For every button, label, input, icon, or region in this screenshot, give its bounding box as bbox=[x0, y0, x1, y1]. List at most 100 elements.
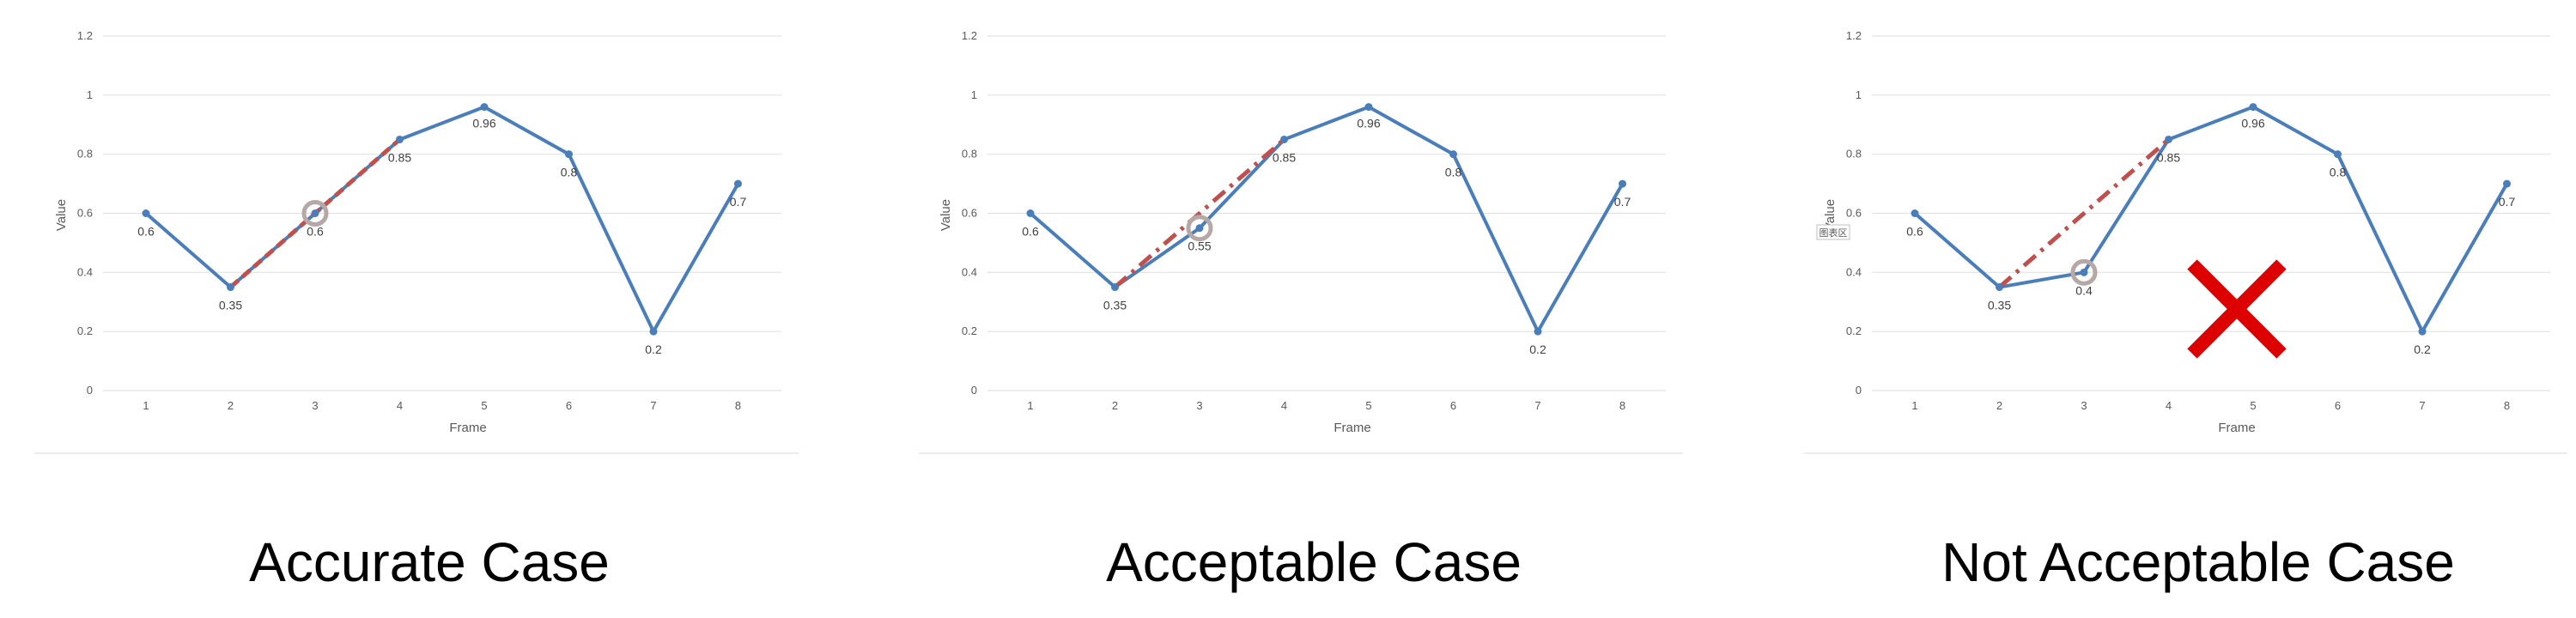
data-point bbox=[1280, 135, 1288, 143]
y-tick-label: 0.4 bbox=[1846, 265, 1862, 278]
data-label: 0.7 bbox=[2499, 195, 2516, 209]
data-label: 0.96 bbox=[472, 117, 495, 130]
x-tick-label: 6 bbox=[2335, 399, 2341, 412]
chart-caption: Accurate Case bbox=[249, 531, 610, 593]
data-point bbox=[734, 179, 742, 188]
y-tick-label: 0.4 bbox=[77, 265, 93, 278]
x-tick-label: 7 bbox=[2419, 399, 2425, 412]
data-label: 0.8 bbox=[561, 166, 578, 179]
data-point bbox=[565, 150, 573, 159]
data-point bbox=[1364, 103, 1373, 112]
data-point bbox=[1996, 283, 2003, 292]
data-point bbox=[649, 327, 658, 336]
data-label: 0.55 bbox=[1188, 239, 1211, 253]
data-label: 0.35 bbox=[1988, 299, 2011, 312]
y-tick-label: 0 bbox=[1856, 384, 1862, 397]
y-tick-label: 0 bbox=[87, 384, 93, 397]
data-label: 0.35 bbox=[219, 299, 242, 312]
data-point bbox=[2418, 327, 2427, 336]
y-tick-label: 0.2 bbox=[962, 324, 977, 337]
data-label: 0.96 bbox=[1357, 117, 1380, 130]
data-line bbox=[1029, 105, 1625, 334]
data-point bbox=[2249, 103, 2257, 112]
x-tick-label: 1 bbox=[143, 399, 149, 412]
y-tick-label: 0.2 bbox=[77, 324, 93, 337]
highlight-ring bbox=[2070, 258, 2098, 286]
data-point bbox=[2503, 179, 2511, 188]
data-point bbox=[1619, 179, 1626, 188]
data-point bbox=[227, 283, 234, 292]
y-tick-label: 1.2 bbox=[1846, 29, 1862, 42]
y-tick-label: 0.6 bbox=[77, 207, 93, 220]
data-label: 0.7 bbox=[730, 195, 747, 209]
data-label: 0.4 bbox=[2075, 283, 2093, 297]
data-label: 0.6 bbox=[307, 225, 324, 239]
x-tick-label: 3 bbox=[1196, 399, 1202, 412]
reference-line bbox=[1997, 137, 2171, 289]
y-tick-label: 0.8 bbox=[77, 148, 93, 161]
y-tick-label: 0.4 bbox=[962, 265, 977, 278]
highlight-ring bbox=[301, 200, 329, 227]
data-label: 0.35 bbox=[1103, 299, 1127, 312]
data-label: 0.85 bbox=[388, 150, 411, 164]
data-label: 0.2 bbox=[1529, 342, 1546, 356]
x-tick-label: 6 bbox=[566, 399, 572, 412]
chart-area-tag: 图表区 bbox=[1820, 227, 1848, 239]
x-tick-label: 4 bbox=[2166, 399, 2172, 412]
chart-panel-not-acceptable: 0 0.2 0.4 0.6 0.8 1 1.2 1 2 3 4 5 6 7 8 Frame Value 图表区 0.… bbox=[1769, 0, 2576, 618]
chart-svg: 0 0.2 0.4 0.6 0.8 1 1.2 1 2 3 4 5 6 7 8 Frame Value 0.6 0.… bbox=[34, 29, 799, 454]
chart-panel-acceptable: 0 0.2 0.4 0.6 0.8 1 1.2 1 2 3 4 5 6 7 8 Frame Value 0.6 0.… bbox=[884, 0, 1743, 618]
y-tick-label: 0.8 bbox=[1846, 148, 1862, 161]
data-label: 0.85 bbox=[1273, 150, 1296, 164]
data-point bbox=[396, 135, 404, 143]
cross-mark-stroke bbox=[2187, 259, 2287, 359]
x-axis-title: Frame bbox=[449, 421, 486, 435]
data-label: 0.6 bbox=[1022, 225, 1039, 239]
data-point bbox=[1534, 327, 1542, 336]
data-point bbox=[1195, 224, 1204, 233]
chart-panel-accurate: 0 0.2 0.4 0.6 0.8 1 1.2 1 2 3 4 5 6 7 8 Frame Value 0.6 0.… bbox=[0, 0, 859, 618]
x-tick-label: 3 bbox=[312, 399, 318, 412]
data-point bbox=[1449, 150, 1457, 159]
x-tick-label: 4 bbox=[1281, 399, 1287, 412]
chart-caption: Not Acceptable Case bbox=[1941, 531, 2455, 593]
y-tick-label: 0.6 bbox=[962, 207, 977, 220]
data-label: 0.7 bbox=[1614, 195, 1631, 209]
y-tick-label: 0.6 bbox=[1846, 207, 1862, 220]
y-tick-label: 1.2 bbox=[962, 29, 977, 42]
x-tick-label: 5 bbox=[1365, 399, 1371, 412]
chart-svg: 0 0.2 0.4 0.6 0.8 1 1.2 1 2 3 4 5 6 7 8 Frame Value 0.6 0.… bbox=[919, 29, 1683, 454]
x-tick-label: 4 bbox=[397, 399, 403, 412]
x-tick-label: 1 bbox=[1027, 399, 1033, 412]
chart-caption: Acceptable Case bbox=[1106, 531, 1522, 593]
data-point bbox=[1911, 209, 1919, 217]
data-label: 0.6 bbox=[137, 225, 155, 239]
data-label: 0.8 bbox=[1445, 166, 1462, 179]
y-tick-label: 1 bbox=[1856, 88, 1862, 101]
x-tick-label: 1 bbox=[1911, 399, 1917, 412]
y-axis-title: Value bbox=[54, 199, 69, 231]
x-tick-label: 2 bbox=[228, 399, 234, 412]
chart-area-tag-box bbox=[1816, 224, 1850, 240]
data-label: 0.85 bbox=[2157, 150, 2180, 164]
data-point bbox=[1111, 283, 1119, 292]
data-label: 0.96 bbox=[2241, 117, 2264, 130]
x-tick-label: 2 bbox=[1996, 399, 2002, 412]
x-tick-label: 5 bbox=[2250, 399, 2256, 412]
x-tick-label: 8 bbox=[1619, 399, 1625, 412]
reference-line bbox=[1113, 137, 1286, 289]
data-line bbox=[1913, 105, 2509, 334]
x-tick-label: 2 bbox=[1112, 399, 1118, 412]
x-tick-label: 8 bbox=[2504, 399, 2510, 412]
data-point bbox=[142, 209, 150, 217]
x-axis-title: Frame bbox=[1334, 421, 1370, 435]
data-point bbox=[1026, 209, 1035, 217]
y-tick-label: 0 bbox=[971, 384, 977, 397]
data-point bbox=[311, 209, 319, 217]
y-axis-title: Value bbox=[1823, 199, 1838, 231]
data-label: 0.8 bbox=[2330, 166, 2347, 179]
x-tick-label: 7 bbox=[1534, 399, 1540, 412]
data-point bbox=[2080, 268, 2088, 276]
y-tick-label: 1.2 bbox=[77, 29, 93, 42]
